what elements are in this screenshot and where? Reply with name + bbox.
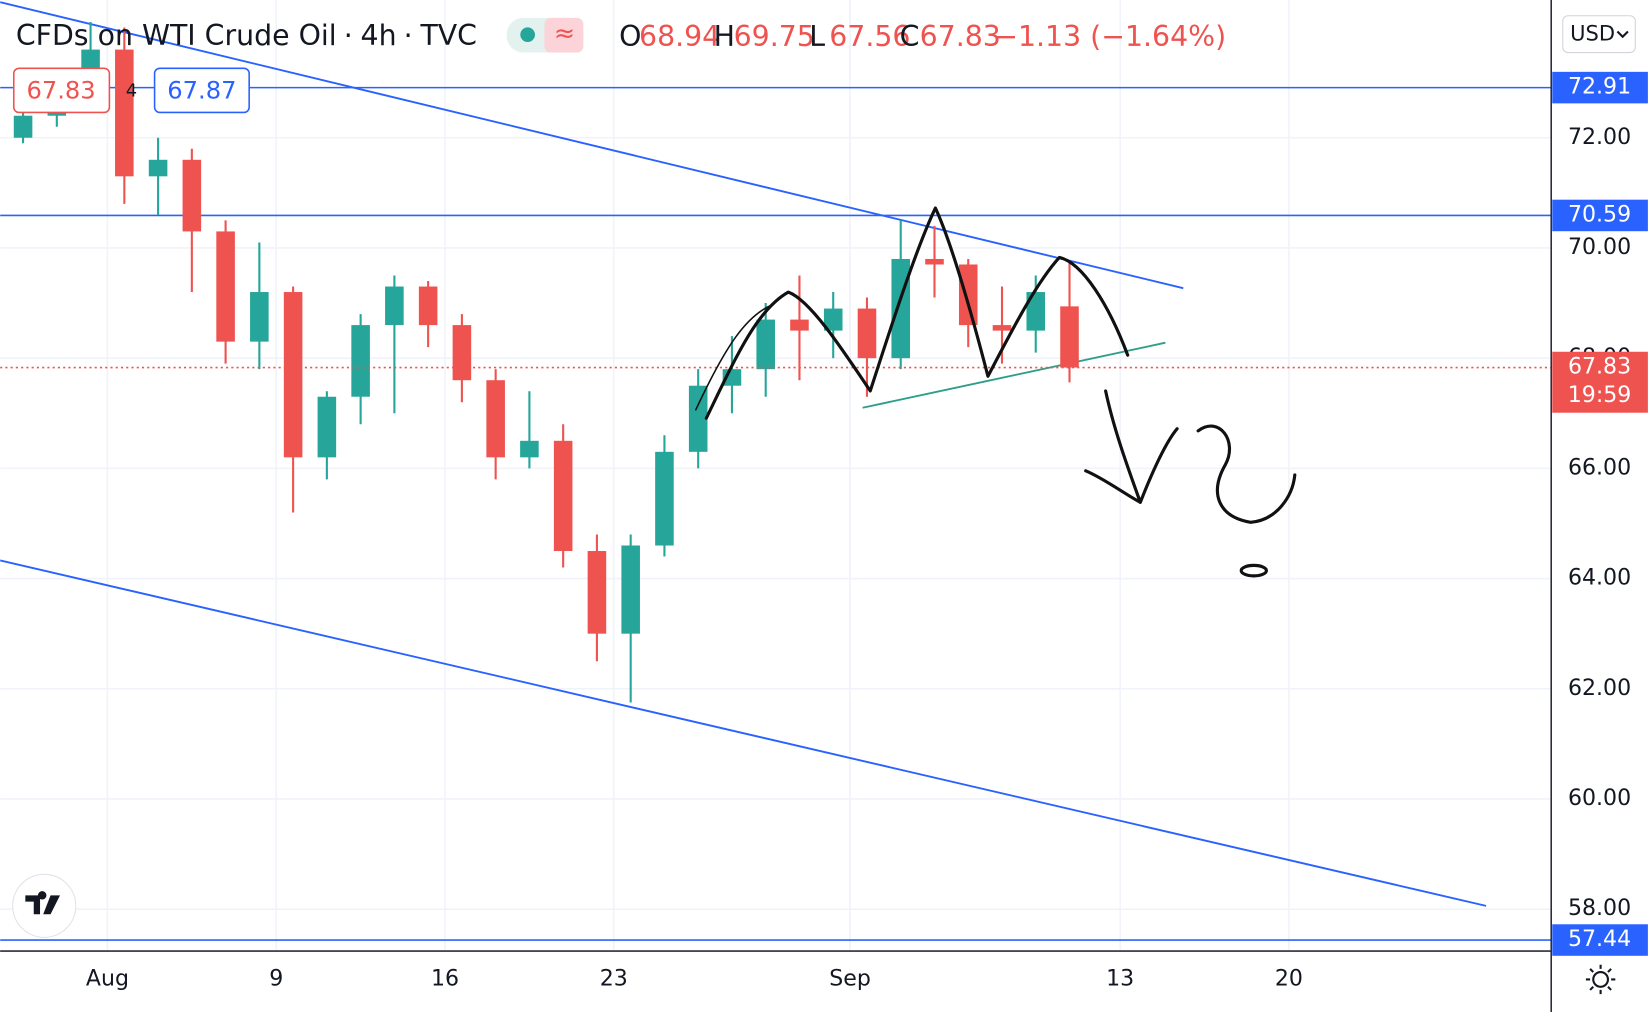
candle-body — [823, 308, 843, 331]
candle-body — [351, 325, 370, 397]
candle-body — [216, 231, 235, 342]
y-tick-label: 72.00 — [1568, 125, 1631, 150]
level-label-bg — [1552, 71, 1648, 104]
grid — [0, 0, 1552, 952]
x-tick-label: Aug — [86, 966, 129, 991]
pattern-sketch — [695, 303, 774, 411]
x-tick-label: 9 — [269, 966, 283, 991]
interval: 4h — [361, 19, 397, 52]
scribble — [1239, 563, 1268, 578]
candle-body — [385, 286, 404, 326]
candle-body — [688, 385, 708, 452]
scribble — [1196, 424, 1297, 524]
level-label-bg — [1552, 924, 1648, 956]
candle-body — [148, 159, 168, 177]
logo-circle[interactable] — [12, 873, 77, 938]
candle-body — [756, 319, 775, 370]
status-badge[interactable] — [544, 17, 584, 53]
plot-area — [0, 1, 1552, 941]
axes: 58.0060.0062.0064.0066.0068.0070.0072.00… — [86, 71, 1648, 991]
candle-body — [520, 440, 539, 458]
candle-body — [958, 264, 978, 326]
sell-button[interactable] — [12, 67, 111, 114]
chevron-icon — [1616, 30, 1629, 39]
level-label: 57.44 — [1568, 927, 1631, 952]
spread: 4 — [126, 80, 137, 101]
market-open-dot — [520, 27, 536, 43]
legend-key: H — [714, 20, 735, 53]
candle-body — [486, 380, 505, 458]
x-tick-label: Sep — [829, 966, 871, 991]
x-tick-label: 16 — [431, 966, 459, 991]
x-tick-label: 13 — [1106, 966, 1134, 991]
ask-price: 67.87 — [167, 76, 236, 104]
level-label-bg — [1552, 199, 1648, 232]
candle-body — [992, 325, 1012, 331]
candle-body — [115, 49, 134, 177]
y-tick-label: 58.00 — [1568, 896, 1631, 921]
trendline — [0, 1, 1184, 290]
logo-mark — [25, 891, 61, 915]
level-label: 70.59 — [1568, 202, 1631, 227]
pattern-sketch — [704, 206, 1130, 420]
source: TVC — [419, 19, 477, 52]
trendline — [862, 341, 1166, 409]
trendline — [0, 559, 1487, 907]
legend-key: O — [619, 20, 641, 53]
y-tick-label: 60.00 — [1568, 786, 1631, 811]
settings-icon[interactable] — [1585, 964, 1616, 995]
x-tick-label: 20 — [1275, 966, 1303, 991]
candle-body — [317, 396, 337, 458]
legend-change: −1.13 (−1.64%) — [994, 20, 1226, 53]
legend-value: 68.94 — [639, 20, 720, 53]
y-tick-label: 62.00 — [1568, 676, 1631, 701]
candle-body — [655, 451, 674, 546]
candle-body — [418, 286, 438, 326]
level-label: 72.91 — [1568, 75, 1631, 100]
candle-body — [553, 440, 573, 552]
candle-body — [283, 292, 303, 458]
candle-body — [250, 292, 269, 342]
bid-price: 67.83 — [26, 76, 95, 104]
buy-button[interactable] — [153, 67, 250, 114]
x-tick-label: 23 — [600, 966, 628, 991]
candle-body — [621, 545, 640, 634]
candle-body — [587, 551, 607, 634]
header: CFDs on WTI Crude Oil · 4h · TVC ≈ O68.9… — [12, 15, 1636, 114]
currency: USD — [1570, 21, 1615, 46]
y-tick-label: 64.00 — [1568, 566, 1631, 591]
freehand-drawing — [695, 206, 1297, 578]
symbol-title: CFDs on WTI Crude Oil — [16, 19, 337, 52]
separator: · — [404, 19, 413, 52]
legend-value: 67.56 — [829, 20, 910, 53]
candle-body — [182, 159, 202, 232]
candle-body — [1026, 292, 1046, 331]
candle-body — [891, 258, 911, 359]
currency-button[interactable] — [1562, 15, 1636, 54]
tv-logo[interactable] — [12, 873, 77, 938]
candle-body — [1060, 306, 1079, 368]
candle-body — [790, 319, 809, 331]
legend-key: C — [900, 20, 920, 53]
candle-body — [452, 325, 472, 381]
legend-key: L — [809, 20, 825, 53]
candle-body — [857, 308, 877, 359]
y-tick-label: 70.00 — [1568, 235, 1631, 260]
legend-value: 67.83 — [920, 20, 1001, 53]
y-tick-label: 66.00 — [1568, 455, 1631, 480]
separator: · — [344, 19, 353, 52]
delay-icon: ≈ — [554, 19, 575, 48]
last-price-label: 67.83 — [1568, 355, 1631, 380]
last-price-bg — [1552, 351, 1648, 413]
arrow-sketch — [1084, 389, 1179, 504]
sun-core — [1592, 971, 1610, 988]
legend-value: 69.75 — [734, 20, 815, 53]
candle-body — [13, 115, 33, 138]
candle-body — [925, 258, 944, 265]
countdown: 19:59 — [1568, 383, 1632, 408]
sun-rays — [1585, 964, 1616, 995]
